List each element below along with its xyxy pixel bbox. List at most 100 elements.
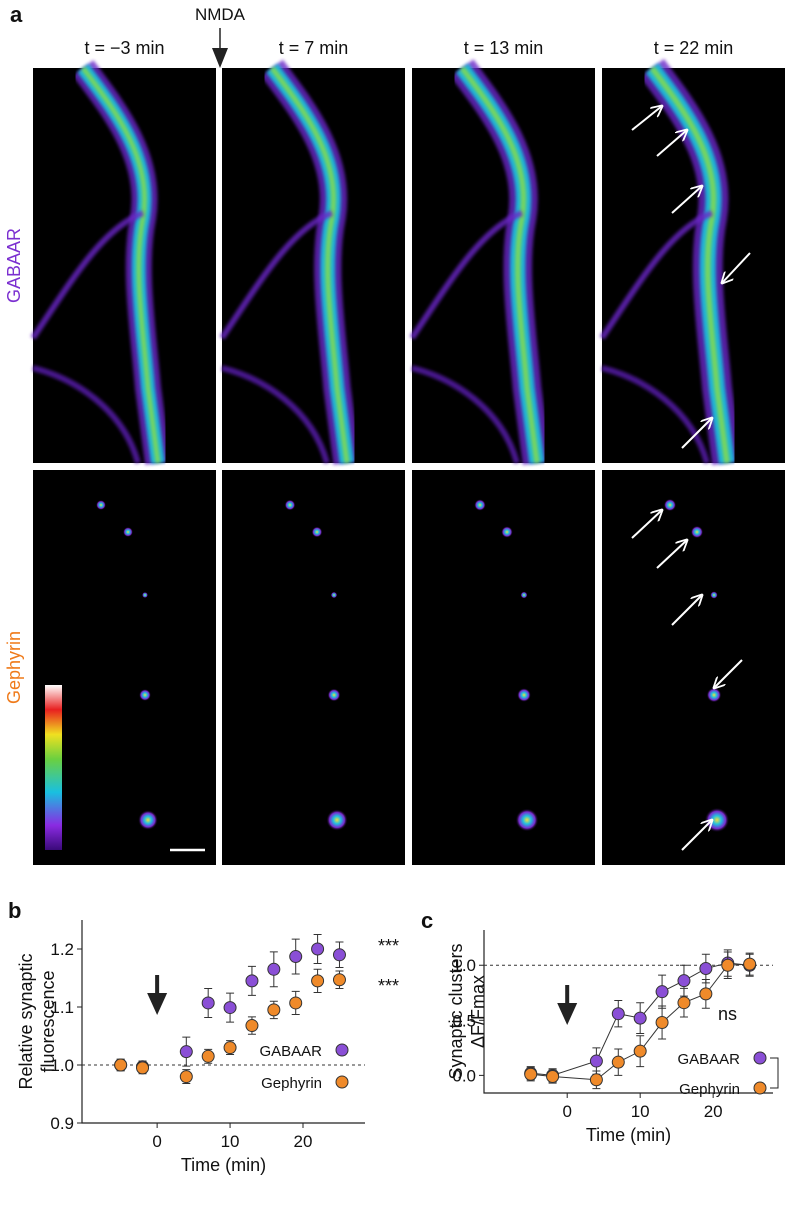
data-point bbox=[289, 996, 303, 1010]
y-axis-label: Synaptic clusters bbox=[446, 943, 466, 1079]
branch bbox=[32, 365, 141, 464]
legend-marker bbox=[335, 1043, 349, 1057]
branch bbox=[601, 365, 710, 464]
puncta bbox=[96, 500, 106, 510]
data-point bbox=[589, 1054, 603, 1068]
branch bbox=[411, 365, 520, 464]
data-point bbox=[311, 974, 325, 988]
pointer-arrow bbox=[631, 106, 662, 131]
data-point bbox=[633, 1011, 647, 1025]
panel-label: c bbox=[421, 908, 433, 933]
charts: b 0.9 1.0 1.1 1.2 0 10 20 Time (min) Relative syn… bbox=[8, 898, 779, 1175]
time-label: t = 7 min bbox=[279, 38, 349, 58]
data-point bbox=[179, 1070, 193, 1084]
branch bbox=[219, 210, 334, 340]
data-point bbox=[677, 996, 691, 1010]
time-label: t = −3 min bbox=[84, 38, 164, 58]
puncta bbox=[704, 807, 730, 833]
data-point bbox=[655, 985, 669, 999]
puncta bbox=[515, 808, 539, 832]
legend-label: GABAAR bbox=[259, 1043, 322, 1060]
y-tick-label: 1.1 bbox=[50, 998, 74, 1017]
data-point bbox=[721, 958, 735, 972]
data-point bbox=[332, 948, 346, 962]
micrograph bbox=[412, 470, 595, 865]
pointer-arrow bbox=[681, 418, 712, 449]
pointer-arrow bbox=[631, 510, 662, 539]
data-point bbox=[524, 1067, 538, 1081]
y-tick-label: 0.0 bbox=[452, 1066, 476, 1085]
puncta bbox=[311, 526, 323, 538]
micrograph bbox=[599, 59, 785, 465]
micrograph bbox=[33, 470, 216, 865]
data-point bbox=[223, 1041, 237, 1055]
x-tick-label: 0 bbox=[562, 1102, 571, 1121]
significance: *** bbox=[378, 976, 399, 996]
y-tick-label: 0.5 bbox=[452, 1011, 476, 1030]
row-label: Gephyrin bbox=[4, 631, 24, 704]
dendrite-core bbox=[81, 66, 161, 464]
branch bbox=[409, 210, 524, 340]
data-point bbox=[332, 973, 346, 987]
image-bg bbox=[33, 470, 216, 865]
significance: ns bbox=[718, 1004, 737, 1024]
pointer-arrow bbox=[671, 595, 702, 626]
panel-a: a NMDA t = −3 min t = 7 min t = 13 min t = … bbox=[4, 2, 785, 865]
dendrite-core bbox=[269, 66, 350, 464]
treatment-arrow-head bbox=[212, 48, 228, 68]
micrograph bbox=[219, 59, 405, 465]
data-point bbox=[611, 1055, 625, 1069]
dendrite-core bbox=[649, 66, 730, 464]
legend-marker bbox=[753, 1051, 767, 1065]
micrograph bbox=[409, 59, 595, 465]
y-tick-label: 0.9 bbox=[50, 1114, 74, 1133]
puncta bbox=[517, 688, 531, 702]
x-axis-label: Time (min) bbox=[181, 1155, 266, 1175]
puncta bbox=[690, 525, 704, 539]
data-point bbox=[223, 1001, 237, 1015]
data-point bbox=[179, 1045, 193, 1059]
data-point bbox=[546, 1069, 560, 1083]
data-point bbox=[611, 1007, 625, 1021]
data-point bbox=[589, 1073, 603, 1087]
pointer-arrow bbox=[722, 252, 751, 283]
axes bbox=[483, 930, 773, 1094]
legend-label: Gephyrin bbox=[261, 1075, 322, 1092]
data-point bbox=[267, 962, 281, 976]
pointer-arrow bbox=[656, 130, 687, 157]
puncta bbox=[474, 499, 486, 511]
series-line bbox=[530, 963, 750, 1081]
puncta bbox=[326, 809, 348, 831]
puncta bbox=[138, 810, 158, 830]
significance: *** bbox=[378, 936, 399, 956]
data-point bbox=[201, 996, 215, 1010]
legend-label: Gephyrin bbox=[679, 1081, 740, 1098]
data-point bbox=[267, 1003, 281, 1017]
data-point bbox=[245, 974, 259, 988]
data-point bbox=[699, 962, 713, 976]
y-tick-label: 1.0 bbox=[452, 956, 476, 975]
micrograph bbox=[602, 470, 785, 865]
puncta bbox=[142, 592, 148, 598]
series-line bbox=[530, 962, 750, 1076]
legend-marker bbox=[335, 1075, 349, 1089]
panel-label: a bbox=[10, 2, 23, 27]
data-point bbox=[677, 974, 691, 988]
puncta bbox=[284, 499, 296, 511]
data-point bbox=[114, 1058, 128, 1072]
legend-label: GABAAR bbox=[677, 1051, 740, 1068]
pointer-arrow bbox=[714, 659, 743, 688]
data-point bbox=[311, 942, 325, 956]
data-point bbox=[633, 1044, 647, 1058]
row-label: GABAAR bbox=[4, 228, 24, 303]
x-tick-label: 20 bbox=[704, 1102, 723, 1121]
micrograph bbox=[222, 470, 405, 865]
data-point bbox=[201, 1049, 215, 1063]
y-tick-label: 1.0 bbox=[50, 1056, 74, 1075]
colorbar bbox=[45, 685, 62, 850]
puncta bbox=[710, 591, 718, 599]
treatment-label: NMDA bbox=[195, 5, 246, 24]
y-tick-label: 1.2 bbox=[50, 940, 74, 959]
